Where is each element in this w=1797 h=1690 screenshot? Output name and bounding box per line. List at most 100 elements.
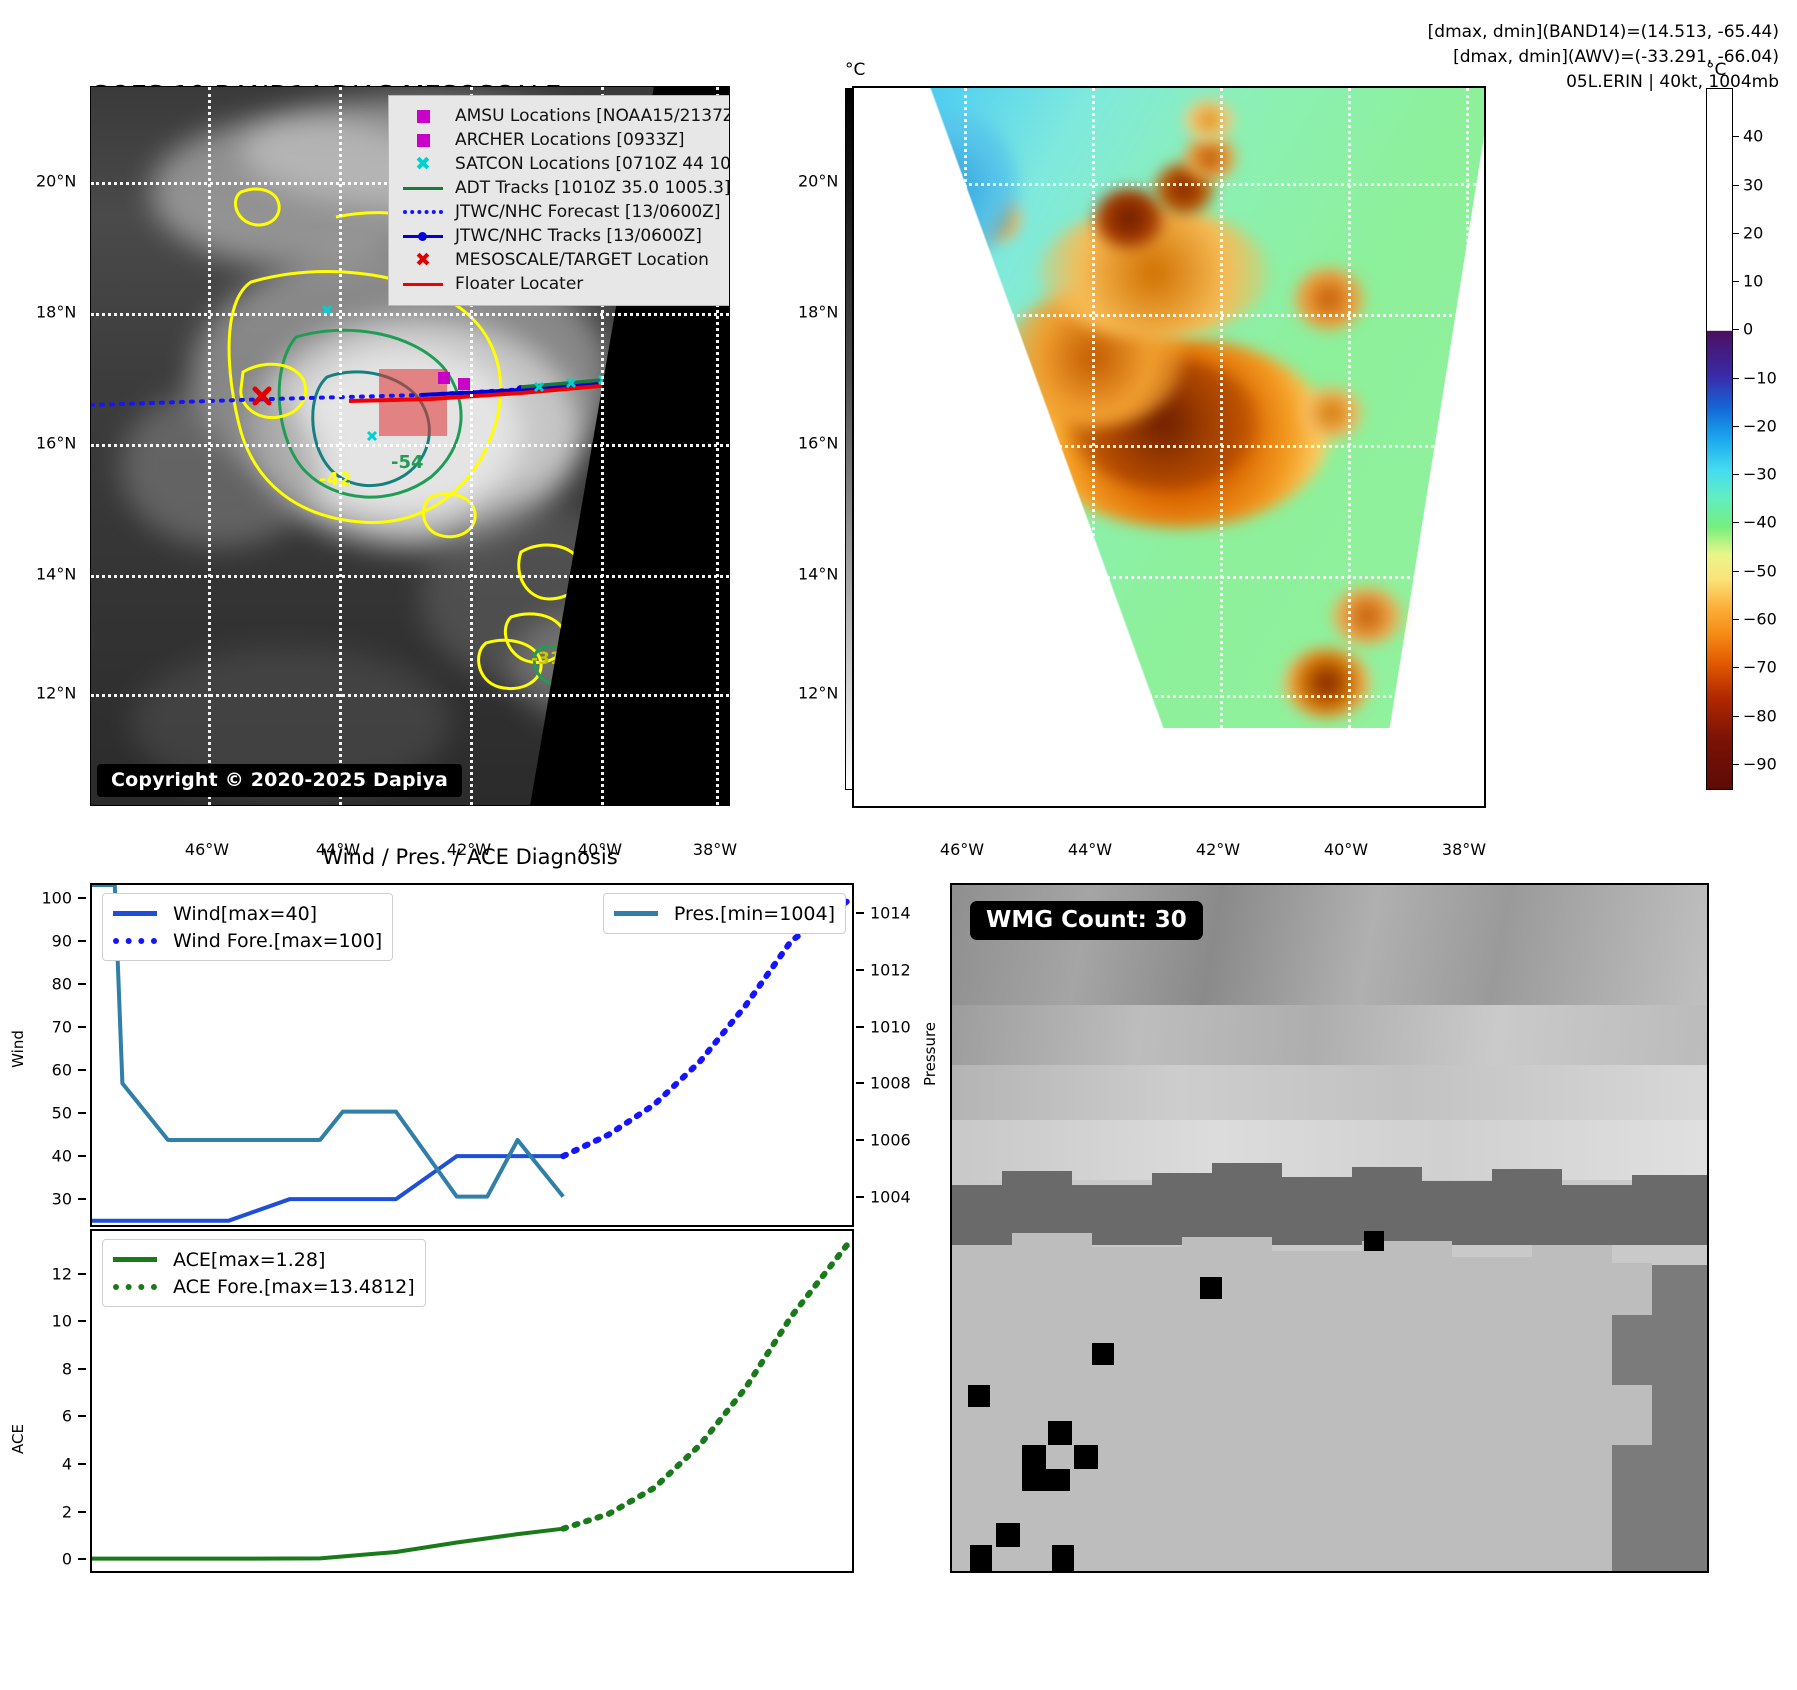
axis-tick-label: 10 bbox=[51, 1311, 72, 1331]
copyright-badge: Copyright © 2020-2025 Dapiya bbox=[97, 764, 463, 797]
axis-tick bbox=[78, 1069, 86, 1072]
colorbar-tick-label: −10 bbox=[1743, 368, 1777, 388]
legend-label: Floater Locater bbox=[455, 274, 584, 294]
axis-tick-label: 2 bbox=[61, 1502, 72, 1522]
axis-tick bbox=[856, 1025, 864, 1028]
gridline-horizontal bbox=[91, 694, 729, 697]
axis-tick-label: 1004 bbox=[870, 1187, 911, 1207]
lon-label: 38°W bbox=[692, 840, 738, 859]
diagnosis-title: Wind / Pres. / ACE Diagnosis bbox=[322, 845, 618, 869]
red-x-icon: ✖ bbox=[415, 248, 431, 271]
axis-tick-label: 90 bbox=[51, 931, 72, 951]
teal-solid-line-icon bbox=[613, 911, 666, 916]
lat-label: 16°N bbox=[798, 433, 839, 453]
legend-label: Pres.[min=1004] bbox=[673, 902, 835, 925]
series-1 bbox=[560, 1235, 852, 1532]
series-0 bbox=[92, 1526, 564, 1561]
legend-item-adt: ADT Tracks [1010Z 35.0 1005.3] bbox=[399, 176, 730, 200]
lat-label: 14°N bbox=[798, 564, 839, 584]
series-1 bbox=[560, 894, 852, 1160]
axis-tick bbox=[856, 912, 864, 915]
axis-tick-label: 100 bbox=[41, 888, 72, 908]
legend-label: ADT Tracks [1010Z 35.0 1005.3] bbox=[455, 178, 730, 198]
legend-item-tracks: JTWC/NHC Tracks [13/0600Z] bbox=[399, 224, 729, 248]
lat-label: 16°N bbox=[36, 433, 77, 453]
colorbar-ticks: 40 30 20 10 0 −10 −20 −30 −40 −50 −60 −70 −80 −90 bbox=[1733, 88, 1797, 788]
colorbar-tick-label: −50 bbox=[1743, 561, 1777, 581]
lon-label: 38°W bbox=[1441, 840, 1487, 859]
axis-tick bbox=[78, 1026, 86, 1029]
axis-tick bbox=[78, 1198, 86, 1201]
blue-marker-line-icon bbox=[399, 231, 447, 241]
lon-label: 46°W bbox=[939, 840, 985, 859]
colorbar-tick-label: −40 bbox=[1743, 512, 1777, 532]
axis-tick bbox=[78, 1463, 86, 1465]
axis-tick-label: 1008 bbox=[870, 1073, 911, 1093]
axis-tick-label: 1012 bbox=[870, 960, 911, 980]
contour-label-minus31: -31 bbox=[531, 649, 562, 669]
wmg-grid-panel[interactable]: WMG Count: 30 bbox=[950, 883, 1709, 1573]
legend-item-pressure: Pres.[min=1004] bbox=[613, 900, 835, 927]
pressure-y-ticks: 1004 1006 1008 1010 1012 1014 bbox=[854, 883, 944, 1223]
wind-pressure-chart[interactable]: Wind[max=40] Wind Fore.[max=100] Pres.[m… bbox=[90, 883, 854, 1227]
lat-label: 20°N bbox=[798, 171, 839, 191]
axis-tick-label: 80 bbox=[51, 974, 72, 994]
legend-label: ARCHER Locations [0933Z] bbox=[455, 130, 685, 150]
axis-tick-label: 4 bbox=[61, 1454, 72, 1474]
colorbar-tick-label: −90 bbox=[1743, 754, 1777, 774]
axis-tick-label: 70 bbox=[51, 1017, 72, 1037]
legend-item-wind: Wind[max=40] bbox=[113, 900, 382, 927]
ir-satellite-map[interactable]: -54 -42 -31 bbox=[90, 86, 730, 806]
legend-item-ace: ACE[max=1.28] bbox=[113, 1246, 415, 1273]
mesoscale-target-box[interactable] bbox=[379, 369, 447, 436]
axis-tick bbox=[78, 982, 86, 985]
legend-label: JTWC/NHC Tracks [13/0600Z] bbox=[455, 226, 702, 246]
ace-chart[interactable]: ACE[max=1.28] ACE Fore.[max=13.4812] bbox=[90, 1229, 854, 1573]
legend-item-mesoscale: ✖ MESOSCALE/TARGET Location bbox=[399, 248, 729, 272]
axis-tick bbox=[78, 939, 86, 942]
legend-item-forecast: JTWC/NHC Forecast [13/0600Z] bbox=[399, 200, 729, 224]
stats-block: [dmax, dmin](BAND14)=(14.513, -65.44) [d… bbox=[1428, 20, 1779, 95]
colorbar-tick-label: 0 bbox=[1743, 319, 1754, 339]
axis-tick-label: 1006 bbox=[870, 1130, 911, 1150]
wind-y-ticks: 30 40 50 60 70 80 90 100 bbox=[0, 883, 88, 1223]
map-legend: AMSU Locations [NOAA15/2137Z 44 1005] AR… bbox=[388, 95, 730, 306]
magenta-square-icon bbox=[399, 109, 447, 123]
axis-tick bbox=[856, 1195, 864, 1198]
legend-item-floater: Floater Locater bbox=[399, 272, 729, 296]
cyan-x-icon: ✖ bbox=[415, 152, 431, 175]
colorbar-tick-label: 20 bbox=[1743, 223, 1764, 243]
colorbar-gradient bbox=[1706, 88, 1733, 790]
colorbar-tick-label: 10 bbox=[1743, 271, 1764, 291]
axis-tick-label: 8 bbox=[61, 1359, 72, 1379]
axis-tick bbox=[856, 1082, 864, 1085]
lon-label: 44°W bbox=[315, 840, 361, 859]
lat-label: 18°N bbox=[36, 302, 77, 322]
ace-legend: ACE[max=1.28] ACE Fore.[max=13.4812] bbox=[102, 1239, 426, 1307]
axis-tick bbox=[78, 1415, 86, 1418]
series-2 bbox=[92, 885, 565, 1199]
axis-tick-label: 1014 bbox=[870, 903, 911, 923]
lat-label: 14°N bbox=[36, 564, 77, 584]
colorbar-tick-label: −20 bbox=[1743, 416, 1777, 436]
wind-legend: Wind[max=40] Wind Fore.[max=100] bbox=[102, 893, 394, 961]
lon-label: 44°W bbox=[1067, 840, 1113, 859]
gridline-horizontal bbox=[91, 313, 729, 316]
axis-tick bbox=[78, 1510, 86, 1513]
axis-tick-label: 50 bbox=[51, 1103, 72, 1123]
contour-label-minus42: -42 bbox=[319, 469, 352, 490]
stat-band14-minmax: [dmax, dmin](BAND14)=(14.513, -65.44) bbox=[1427, 22, 1779, 42]
axis-tick bbox=[78, 1320, 86, 1323]
green-line-icon bbox=[399, 186, 447, 190]
colorbar-tick-label: 40 bbox=[1743, 126, 1764, 146]
lon-label: 40°W bbox=[577, 840, 623, 859]
awv-color-map[interactable] bbox=[852, 86, 1486, 808]
legend-label: JTWC/NHC Forecast [13/0600Z] bbox=[455, 202, 721, 222]
wmg-threshold-regions bbox=[952, 1163, 1707, 1571]
legend-item-satcon: ✖ SATCON Locations [0710Z 44 1004] bbox=[399, 152, 729, 176]
blue-dotted-line-icon bbox=[113, 937, 165, 944]
legend-label: Wind Fore.[max=100] bbox=[173, 929, 383, 952]
green-solid-line-icon bbox=[113, 1257, 165, 1262]
axis-tick-label: 6 bbox=[61, 1406, 72, 1426]
blue-solid-line-icon bbox=[113, 911, 165, 916]
